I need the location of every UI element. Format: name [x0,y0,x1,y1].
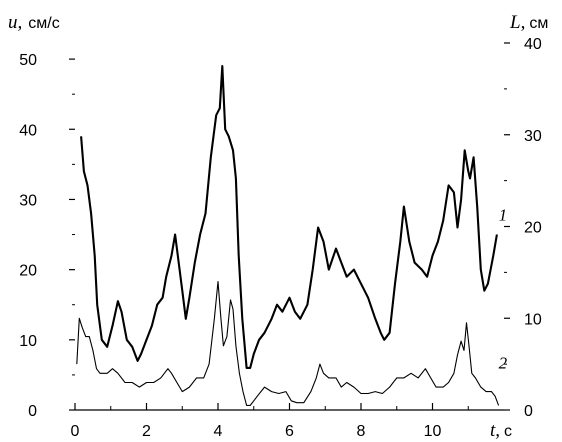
x-axis-title: t, с [490,420,512,441]
labels-group: 12 [499,206,508,373]
x-tick-label: 6 [285,423,294,440]
y-right-axis-var: L, [509,12,525,33]
series-line-2 [76,281,500,406]
series-label-1: 1 [499,206,508,225]
y-right-tick-label: 40 [524,36,542,53]
y-left-axis-var: u, [8,12,22,33]
y-left-axis-unit: см/с [28,15,59,32]
y-right-tick-label: 0 [524,403,533,420]
x-tick-label: 4 [214,423,223,440]
y-right-tick-label: 20 [524,220,542,237]
y-left-tick-label: 10 [19,333,37,350]
x-tick-label: 10 [424,423,442,440]
x-tick-label: 2 [142,423,151,440]
y-right-axis-title: L, см [509,12,548,33]
y-left-tick-label: 40 [19,122,37,139]
series-line-1 [80,65,498,369]
y-left-tick-label: 0 [28,403,37,420]
x-tick-label: 8 [357,423,366,440]
y-left-tick-label: 20 [19,263,37,280]
axes: 0 2 4 6 8 10 0 10 20 30 40 50 0 10 20 30 40 u, см/с L, см t, с [8,12,548,441]
y-right-axis-unit: см [529,15,548,32]
x-tick-label: 0 [71,423,80,440]
series-group [76,65,500,406]
y-left-tick-label: 30 [19,192,37,209]
x-axis-unit: с [504,423,512,440]
y-left-tick-label: 50 [19,52,37,69]
y-right-tick-label: 10 [524,311,542,328]
series-label-2: 2 [499,354,508,373]
y-left-axis-title: u, см/с [8,12,60,33]
y-right-tick-label: 30 [524,128,542,145]
x-axis-var: t, [490,420,500,441]
